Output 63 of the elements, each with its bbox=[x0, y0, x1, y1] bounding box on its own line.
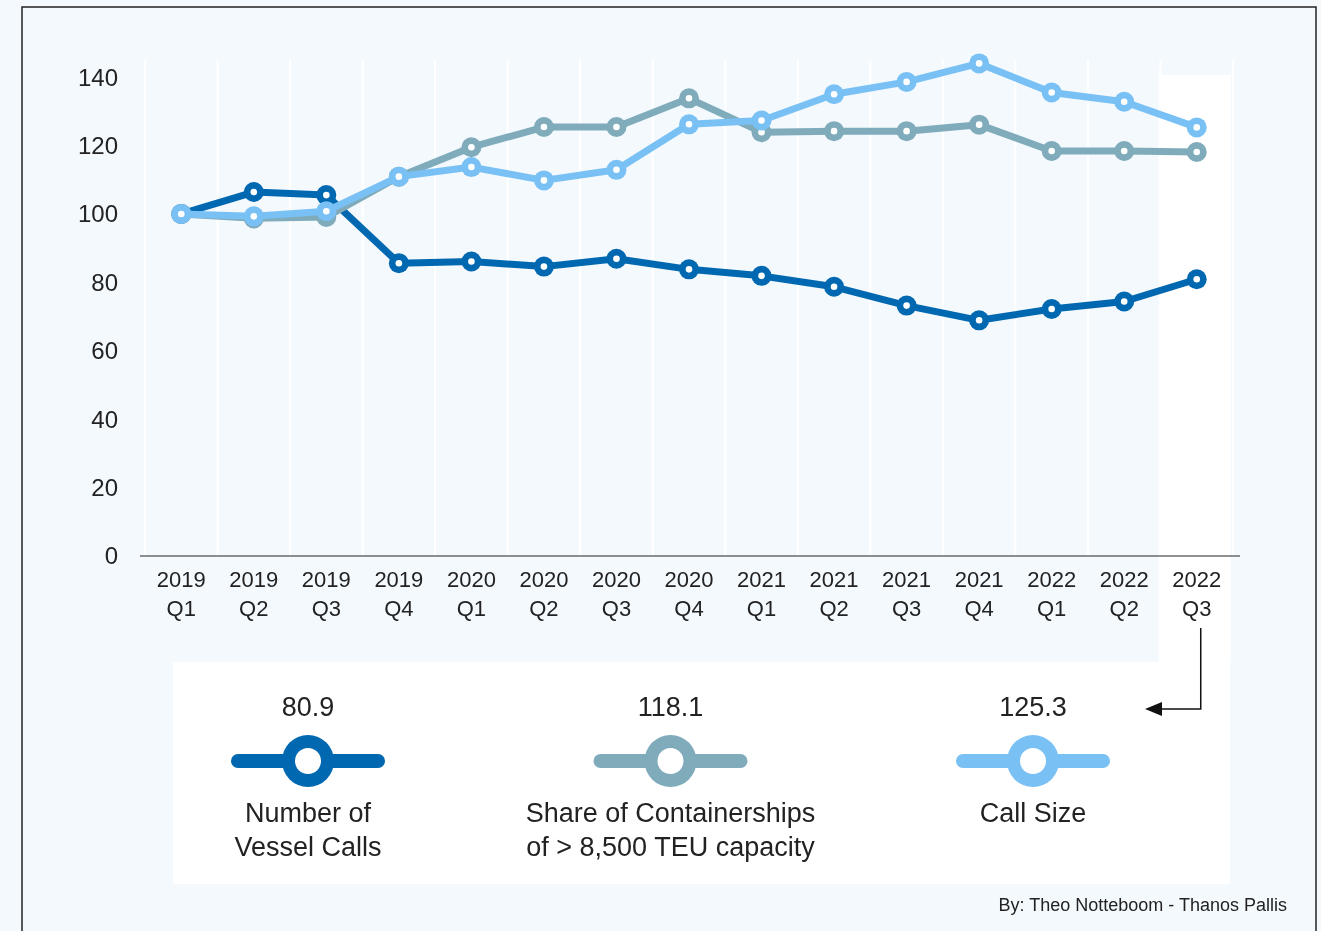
x-tick-label: 2019 Q2 bbox=[229, 567, 279, 621]
point bbox=[533, 170, 554, 191]
x-tick-label: 2019 Q4 bbox=[374, 567, 424, 621]
x-tick-label: 2021 Q1 bbox=[737, 567, 787, 621]
text: By: Theo Notteboom - Thanos Pallis bbox=[998, 895, 1287, 915]
x-tick-label: 2022 Q2 bbox=[1099, 567, 1149, 621]
point bbox=[824, 84, 845, 105]
point bbox=[1041, 140, 1062, 161]
point bbox=[679, 259, 699, 280]
point bbox=[751, 265, 772, 286]
text: 118.1 bbox=[637, 692, 704, 722]
y-tick-label: 60 bbox=[91, 337, 118, 365]
point bbox=[461, 251, 482, 272]
x-tick-label: 2019 Q3 bbox=[301, 567, 351, 621]
point bbox=[896, 121, 917, 142]
point bbox=[679, 114, 699, 135]
point bbox=[824, 276, 845, 297]
x-tick-label: 2020 Q4 bbox=[664, 567, 714, 621]
y-tick-label: 120 bbox=[77, 131, 118, 159]
y-tick-label: 80 bbox=[91, 268, 118, 296]
point bbox=[969, 53, 990, 74]
point bbox=[1114, 291, 1135, 312]
point bbox=[243, 182, 264, 203]
x-tick-label: 2021 Q2 bbox=[809, 567, 859, 621]
point bbox=[461, 137, 482, 158]
point bbox=[1186, 117, 1207, 138]
point bbox=[606, 248, 627, 269]
x-tick-label: 2019 Q1 bbox=[156, 567, 206, 621]
point bbox=[751, 110, 772, 131]
y-tick-label: 0 bbox=[104, 542, 118, 570]
point bbox=[533, 117, 554, 138]
legend-label: Call Size bbox=[979, 798, 1087, 828]
x-tick-label: 2020 Q3 bbox=[591, 567, 641, 621]
point bbox=[1114, 91, 1135, 112]
point bbox=[388, 253, 409, 274]
point bbox=[969, 310, 990, 331]
x-tick-label: 2020 Q2 bbox=[519, 567, 569, 621]
x-tick-label: 2022 Q1 bbox=[1027, 567, 1077, 621]
y-tick-label: 140 bbox=[77, 63, 118, 91]
point bbox=[533, 256, 554, 277]
point bbox=[1041, 299, 1062, 320]
point bbox=[461, 157, 482, 178]
point bbox=[679, 88, 699, 109]
point bbox=[824, 121, 845, 142]
point bbox=[896, 71, 917, 92]
x-tick-label: 2022 Q3 bbox=[1172, 567, 1222, 621]
y-tick-label: 40 bbox=[91, 405, 118, 433]
legend-label: Share of Containerships of > 8,500 TEU capacity bbox=[525, 798, 816, 862]
y-tick-label: 20 bbox=[91, 473, 118, 501]
point bbox=[1114, 140, 1135, 161]
point bbox=[969, 114, 990, 135]
x-tick-label: 2021 Q4 bbox=[954, 567, 1004, 621]
legend-label: Number of Vessel Calls bbox=[234, 798, 382, 862]
x-tick-label: 2020 Q1 bbox=[446, 567, 496, 621]
point bbox=[1186, 269, 1207, 290]
point bbox=[316, 201, 337, 222]
x-tick-label: 2021 Q3 bbox=[882, 567, 932, 621]
y-tick-label: 100 bbox=[77, 200, 118, 228]
text: 125.3 bbox=[999, 692, 1067, 722]
point bbox=[606, 159, 627, 180]
point bbox=[1186, 142, 1207, 163]
text: 80.9 bbox=[281, 692, 335, 722]
point bbox=[896, 295, 917, 316]
